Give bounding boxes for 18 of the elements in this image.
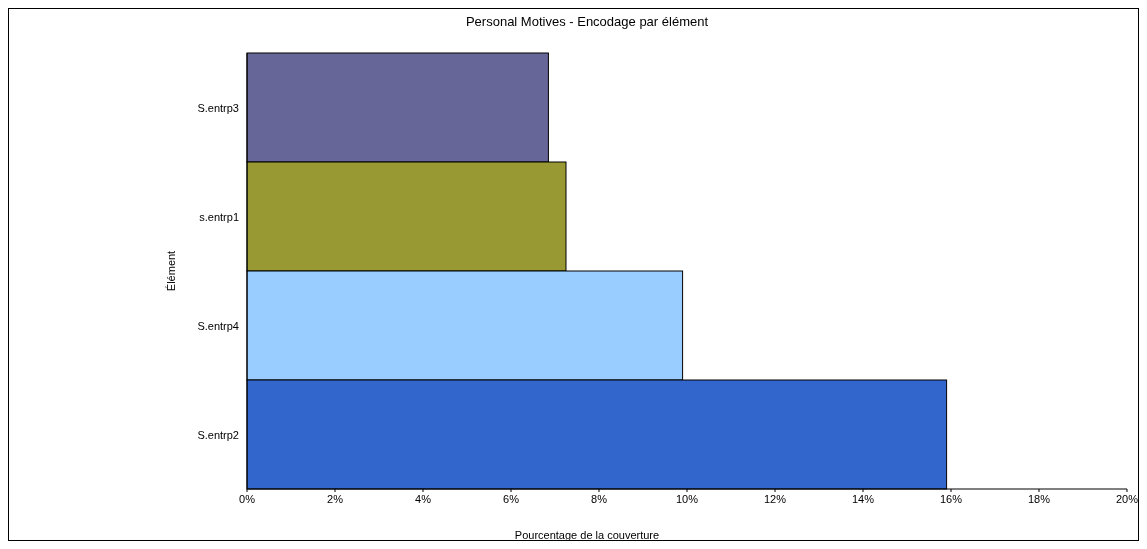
x-tick-label: 16%: [939, 493, 963, 505]
y-axis-title: Élément: [165, 250, 177, 292]
x-tick-label: 14%: [851, 493, 875, 505]
x-tick-label: 2%: [327, 493, 344, 505]
x-tick-label: 12%: [763, 493, 787, 505]
y-tick-label: S.entrp2: [197, 428, 239, 441]
x-tick-label: 4%: [415, 493, 432, 505]
x-tick-label: 18%: [1027, 493, 1051, 505]
x-tick-label: 20%: [1115, 493, 1139, 505]
x-tick-label: 8%: [591, 493, 608, 505]
y-tick-label: S.entrp4: [197, 319, 239, 332]
y-tick-label: s.entrp1: [199, 210, 239, 223]
chart-title: Personal Motives - Encodage par élément: [465, 14, 709, 29]
x-tick-label: 6%: [503, 493, 520, 505]
x-axis-title: Pourcentage de la couverture: [514, 529, 660, 541]
x-tick-label: 0%: [239, 493, 256, 505]
y-tick-label: S.entrp3: [197, 101, 239, 114]
x-tick-label: 10%: [675, 493, 699, 505]
